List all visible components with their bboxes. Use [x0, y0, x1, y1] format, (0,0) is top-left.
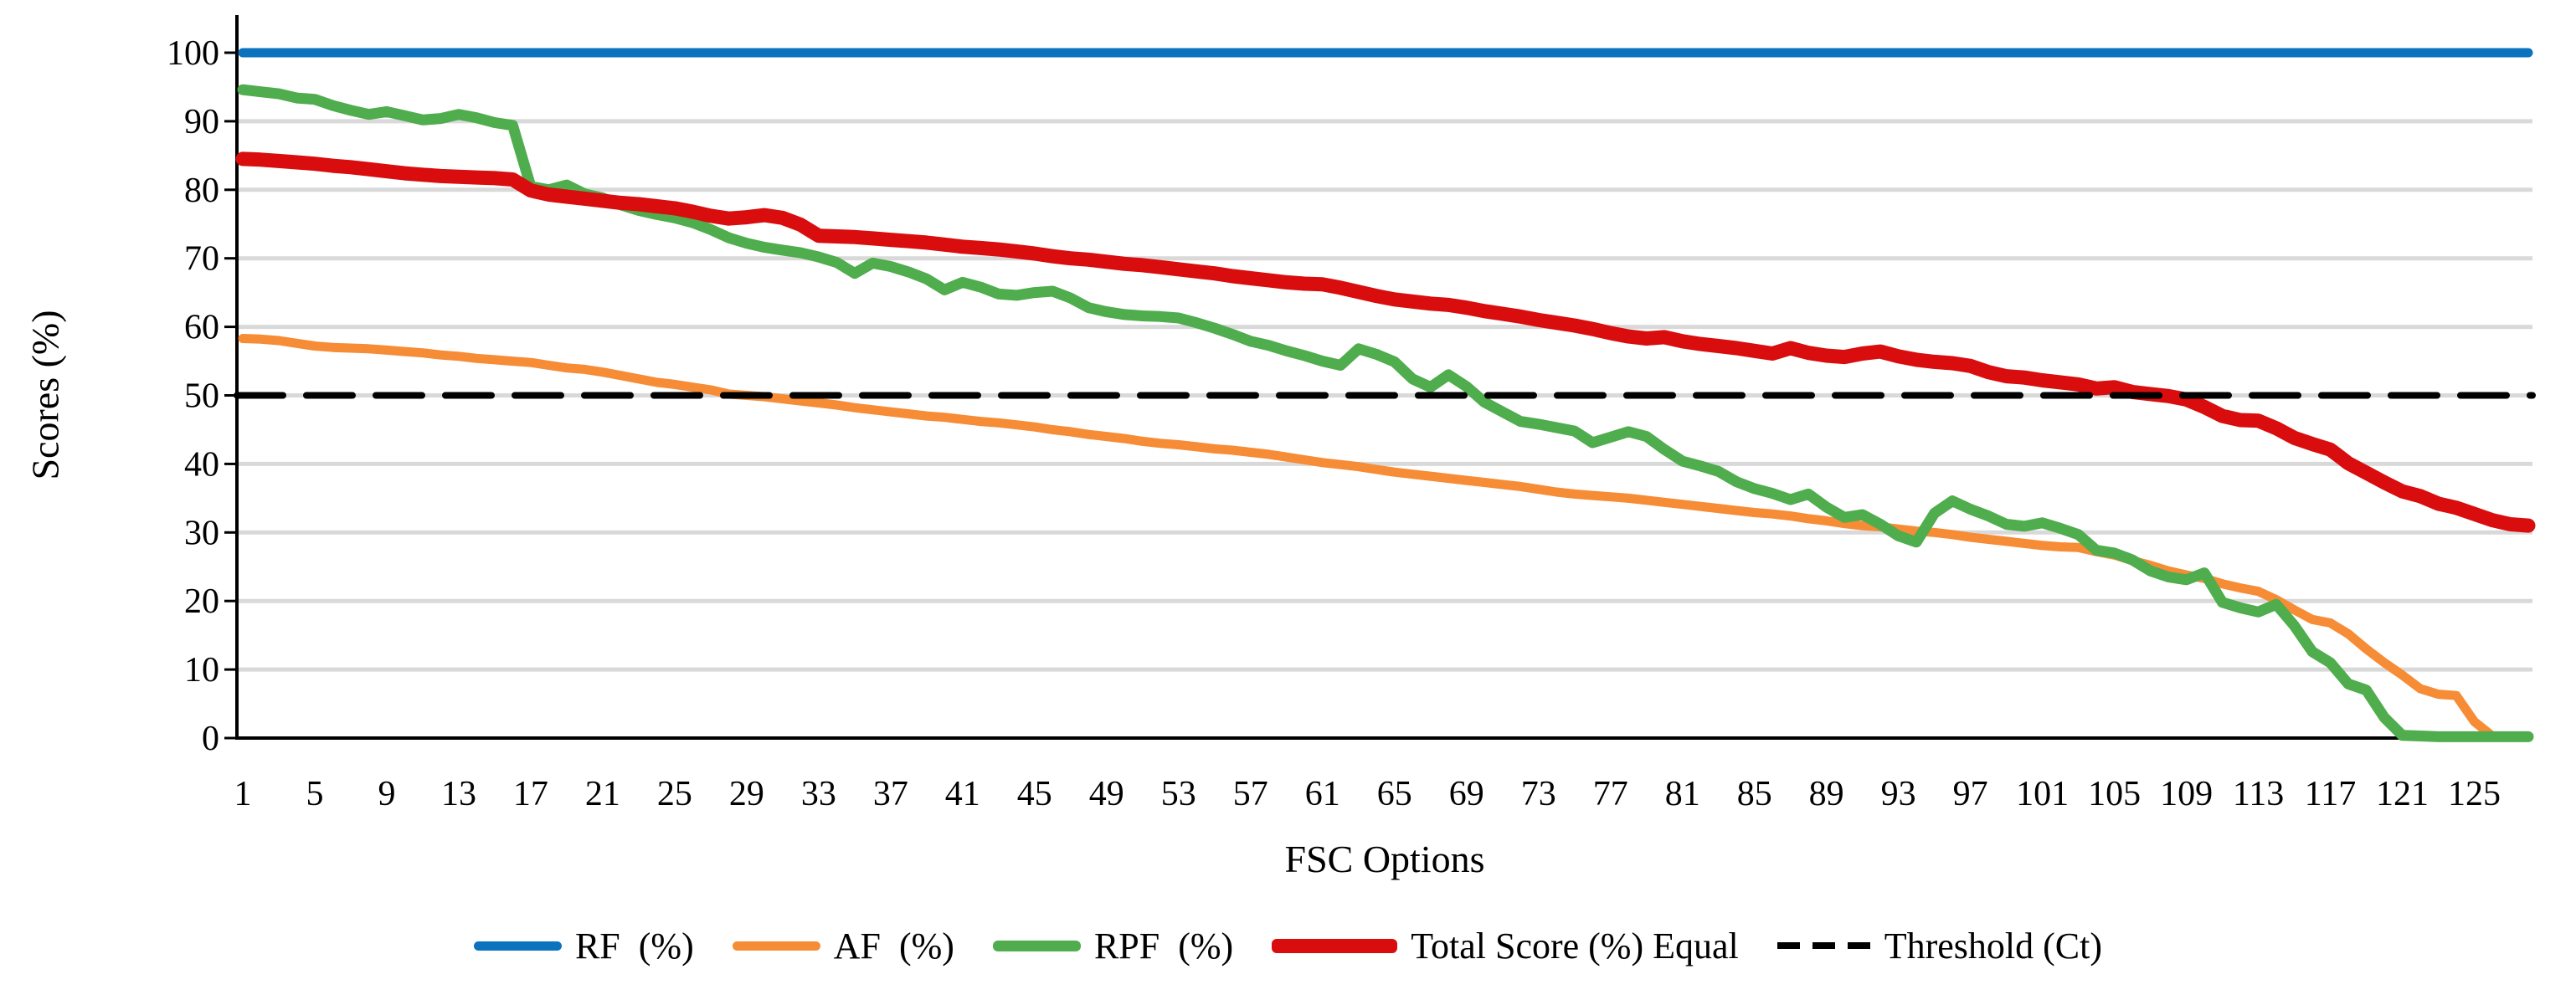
y-tick-label-100: 100 — [167, 34, 219, 73]
x-axis-title: FSC Options — [1284, 838, 1485, 880]
y-tick-label-50: 50 — [184, 377, 219, 416]
y-tick-label-30: 30 — [184, 514, 219, 552]
x-tick-label-5: 5 — [306, 775, 324, 813]
x-tick-label-89: 89 — [1809, 775, 1844, 813]
x-tick-label-69: 69 — [1449, 775, 1484, 813]
x-tick-label-1: 1 — [234, 775, 252, 813]
legend-line-rf-icon — [473, 941, 562, 951]
legend-item-rf: RF (%) — [473, 925, 694, 967]
y-tick-label-0: 0 — [202, 720, 219, 758]
x-tick-label-73: 73 — [1521, 775, 1556, 813]
x-tick-label-113: 113 — [2233, 775, 2284, 813]
x-tick-label-45: 45 — [1017, 775, 1052, 813]
legend-label-threshold: Threshold (Ct) — [1884, 925, 2103, 967]
legend-label-af: AF (%) — [833, 925, 954, 967]
y-tick-label-40: 40 — [184, 445, 219, 484]
x-tick-label-121: 121 — [2376, 775, 2429, 813]
x-tick-label-109: 109 — [2160, 775, 2213, 813]
y-tick-label-10: 10 — [184, 651, 219, 690]
legend-line-total-icon — [1272, 938, 1398, 953]
x-tick-label-125: 125 — [2448, 775, 2501, 813]
x-tick-label-105: 105 — [2088, 775, 2141, 813]
legend-label-rpf: RPF (%) — [1093, 925, 1234, 967]
chart-legend: RF (%) AF (%) RPF (%) Total Score (%) Equal… — [0, 919, 2576, 972]
x-tick-label-37: 37 — [873, 775, 908, 813]
legend-line-threshold-icon — [1776, 942, 1871, 949]
x-tick-label-25: 25 — [657, 775, 692, 813]
x-tick-label-17: 17 — [513, 775, 548, 813]
y-tick-label-60: 60 — [184, 309, 219, 347]
x-tick-label-97: 97 — [1953, 775, 1988, 813]
x-tick-label-85: 85 — [1737, 775, 1772, 813]
legend-line-af-icon — [732, 941, 820, 951]
legend-line-rpf-icon — [992, 940, 1081, 951]
x-tick-label-29: 29 — [729, 775, 764, 813]
y-tick-label-20: 20 — [184, 582, 219, 621]
y-tick-label-90: 90 — [184, 103, 219, 141]
x-tick-label-9: 9 — [378, 775, 396, 813]
x-tick-label-57: 57 — [1233, 775, 1268, 813]
legend-item-threshold: Threshold (Ct) — [1776, 925, 2103, 967]
x-tick-label-61: 61 — [1305, 775, 1340, 813]
x-tick-label-33: 33 — [801, 775, 836, 813]
y-tick-label-70: 70 — [184, 240, 219, 279]
x-tick-label-101: 101 — [2016, 775, 2069, 813]
x-tick-label-93: 93 — [1881, 775, 1916, 813]
x-tick-label-21: 21 — [585, 775, 620, 813]
y-axis-title: Scores (%) — [23, 310, 67, 480]
x-tick-label-77: 77 — [1593, 775, 1628, 813]
x-tick-label-13: 13 — [441, 775, 476, 813]
legend-item-af: AF (%) — [732, 925, 954, 967]
x-tick-label-49: 49 — [1089, 775, 1124, 813]
legend-label-total: Total Score (%) Equal — [1411, 925, 1739, 967]
x-tick-label-41: 41 — [945, 775, 980, 813]
legend-item-total: Total Score (%) Equal — [1272, 925, 1739, 967]
x-tick-label-81: 81 — [1665, 775, 1700, 813]
x-tick-label-65: 65 — [1377, 775, 1412, 813]
x-tick-label-117: 117 — [2305, 775, 2356, 813]
series-rpf-line — [237, 84, 2534, 742]
legend-item-rpf: RPF (%) — [992, 925, 1234, 967]
legend-label-rf: RF (%) — [574, 925, 694, 967]
x-tick-label-53: 53 — [1161, 775, 1196, 813]
y-tick-label-80: 80 — [184, 172, 219, 210]
